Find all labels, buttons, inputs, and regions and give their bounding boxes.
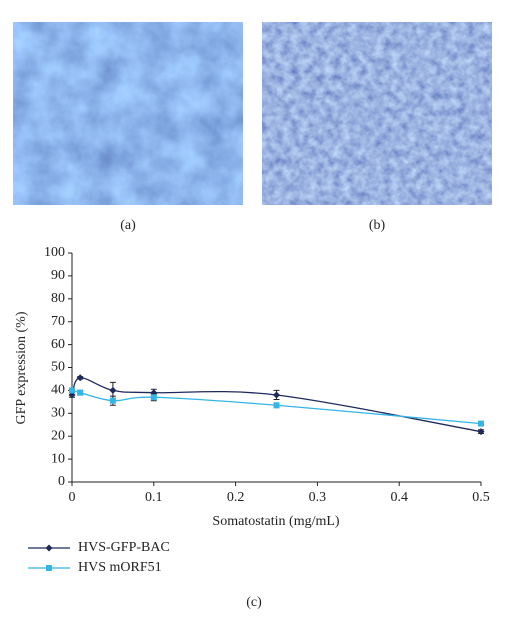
y-tick-label: 20 (51, 428, 65, 443)
y-tick-label: 40 (51, 383, 65, 398)
data-point (109, 397, 116, 404)
micrograph-a-texture (13, 22, 243, 205)
data-point (273, 402, 280, 409)
x-tick-label: 0.5 (472, 490, 490, 505)
y-tick-label: 80 (51, 291, 65, 306)
y-tick-label: 50 (51, 360, 65, 375)
data-point (150, 394, 157, 401)
data-point (69, 387, 75, 394)
x-axis-label: Somatostatin (mg/mL) (212, 514, 339, 529)
panel-label: (a) (120, 218, 136, 233)
x-tick-label: 0 (69, 490, 76, 505)
x-tick-label: 0.4 (390, 490, 408, 505)
y-tick-label: 10 (51, 451, 65, 466)
x-tick-label: 0.3 (309, 490, 327, 505)
data-point (77, 389, 84, 396)
panel-label: (b) (369, 218, 386, 233)
data-point (478, 420, 484, 427)
y-tick-label: 0 (58, 474, 65, 489)
panel-label: (c) (246, 595, 262, 610)
data-point (273, 391, 280, 399)
data-point (477, 428, 485, 436)
data-point (76, 374, 84, 382)
x-tick-label: 0.1 (145, 490, 163, 505)
y-tick-label: 100 (44, 245, 65, 260)
data-point (109, 386, 117, 394)
y-tick-label: 60 (51, 337, 65, 352)
y-tick-label: 70 (51, 314, 65, 329)
micrograph-b-texture (262, 22, 492, 205)
y-axis-label: GFP expression (%) (14, 311, 29, 424)
y-tick-label: 90 (51, 268, 65, 283)
y-tick-label: 30 (51, 406, 65, 421)
legend-label: HVS mORF51 (78, 560, 162, 575)
legend-marker (46, 565, 52, 571)
legend-label: HVS-GFP-BAC (78, 540, 170, 555)
legend-marker (45, 544, 53, 552)
x-tick-label: 0.2 (227, 490, 245, 505)
